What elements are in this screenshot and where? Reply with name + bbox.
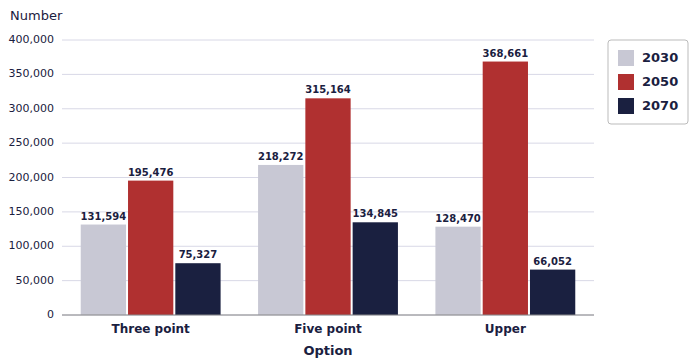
bar [353,222,398,315]
legend-label: 2070 [642,98,678,113]
bar [305,98,350,315]
bar [530,270,575,315]
y-tick-label: 50,000 [16,274,55,287]
data-label: 128,470 [435,213,481,224]
data-label: 315,164 [305,84,351,95]
x-tick-label: Upper [485,322,526,336]
data-label: 66,052 [533,256,572,267]
x-axis-label: Option [303,343,352,358]
data-label: 134,845 [353,208,399,219]
grid-line [62,315,594,316]
data-labels: 131,594 218,272 128,470 195,476 315,164 368,6… [81,48,572,267]
legend-swatch [618,50,634,66]
y-tick-label: 150,000 [9,205,55,218]
bars [81,62,576,315]
legend-label: 2050 [642,74,678,89]
data-label: 131,594 [81,211,127,222]
y-tick-label: 200,000 [9,171,55,184]
bar [81,225,126,315]
legend-swatch [618,98,634,114]
bar [435,227,480,315]
bar [483,62,528,315]
legend-frame [608,40,688,124]
y-tick-label: 300,000 [9,102,55,115]
legend-swatch [618,74,634,90]
y-axis-label: Number [10,8,63,23]
chart: 0 50,000 100,000 150,000 200,000 250,000 300,0… [0,0,700,363]
bar [258,165,303,315]
bar [128,181,173,315]
legend-label: 2030 [642,50,678,65]
x-tick-label: Five point [294,322,362,336]
data-label: 218,272 [258,151,304,162]
y-tick-label: 350,000 [9,67,55,80]
x-axis-line [62,315,594,316]
y-tick-label: 250,000 [9,136,55,149]
data-label: 195,476 [128,167,174,178]
bar [175,263,220,315]
y-tick-label: 100,000 [9,239,55,252]
grid-line [62,40,594,41]
y-tick-label: 0 [47,308,54,321]
data-label: 368,661 [483,48,529,59]
x-tick-label: Three point [112,322,191,336]
data-label: 75,327 [179,249,218,260]
y-tick-label: 400,000 [9,33,55,46]
legend: 2030 2050 2070 [608,40,688,124]
